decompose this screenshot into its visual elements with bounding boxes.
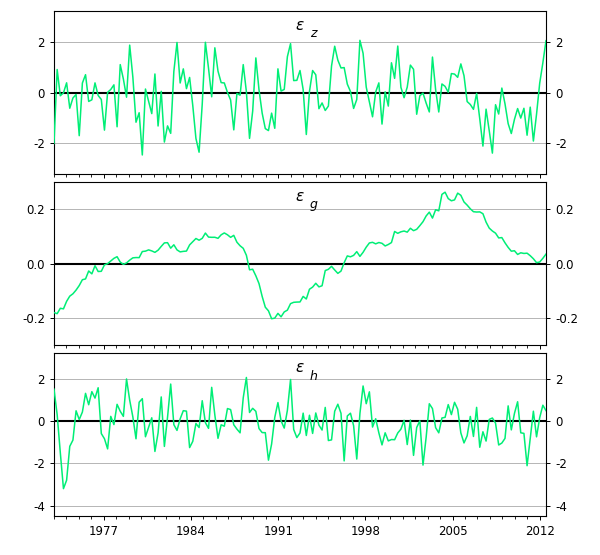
Text: h: h: [310, 370, 318, 382]
Text: $\varepsilon$: $\varepsilon$: [295, 360, 305, 375]
Text: z: z: [310, 27, 316, 41]
Text: g: g: [310, 199, 318, 211]
Text: $\varepsilon$: $\varepsilon$: [295, 18, 305, 33]
Text: $\varepsilon$: $\varepsilon$: [295, 189, 305, 204]
